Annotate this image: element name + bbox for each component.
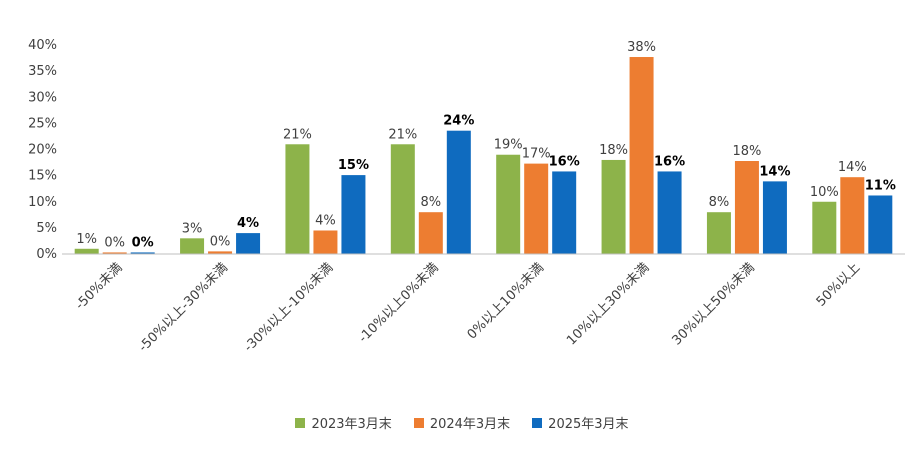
data-labels: 1% 0% 0%3%0%4%21%4%15%21%8%24%19%17%16%18%…	[76, 40, 896, 250]
x-tick-label: -30%以上-10%未満	[241, 260, 336, 355]
bar	[552, 171, 577, 254]
bar	[285, 144, 310, 254]
bar	[236, 233, 261, 254]
data-label: 14%	[838, 160, 867, 175]
bar	[706, 212, 731, 254]
data-label: 0%	[132, 235, 154, 250]
data-label: 15%	[338, 158, 369, 173]
data-label: 19%	[494, 138, 523, 153]
legend-label-2025: 2025年3月末	[548, 417, 629, 432]
data-label: 3%	[182, 221, 203, 236]
data-label: 18%	[599, 143, 628, 158]
x-axis: -50%未満 -50%以上-30%未満 -30%以上-10%未満 -10%以上0%未満…	[62, 253, 905, 355]
data-label: 24%	[443, 114, 474, 129]
x-tick-label: 30%以上50%未満	[670, 260, 758, 348]
y-tick-label: 30%	[28, 90, 57, 105]
data-label: 17%	[522, 147, 551, 162]
data-label: 21%	[283, 127, 312, 142]
bar	[446, 130, 471, 254]
bar	[524, 163, 549, 254]
y-tick-label: 25%	[28, 116, 57, 131]
legend-label-2023: 2023年3月末	[311, 417, 392, 432]
bar	[601, 159, 626, 254]
data-label: 18%	[732, 144, 761, 159]
bar	[418, 212, 443, 254]
legend-swatch-2023	[295, 417, 306, 428]
y-tick-label: 35%	[28, 64, 57, 79]
bar	[868, 195, 893, 254]
bar	[762, 181, 787, 254]
x-tick-label: -50%以上-30%未満	[136, 260, 231, 355]
y-tick-label: 40%	[28, 38, 57, 53]
bar	[840, 177, 865, 254]
data-label: 4%	[315, 213, 336, 228]
bar	[734, 160, 759, 254]
bar	[74, 248, 99, 254]
data-label: 8%	[421, 195, 442, 210]
legend-item-2023: 2023年3月末	[295, 413, 392, 432]
data-label: 16%	[654, 154, 685, 169]
y-tick-label: 20%	[28, 143, 57, 158]
bar	[180, 238, 205, 254]
bar	[496, 154, 521, 254]
legend-item-2024: 2024年3月末	[413, 413, 511, 432]
bar	[102, 252, 127, 254]
y-tick-label: 10%	[28, 195, 57, 210]
bar	[130, 252, 155, 254]
data-label: 1%	[76, 232, 97, 247]
bar	[657, 171, 682, 254]
y-tick-label: 15%	[28, 169, 57, 184]
data-label: 21%	[388, 127, 417, 142]
bars	[74, 57, 893, 254]
y-axis: 0% 5% 10% 15% 20% 25% 30% 35% 40%	[28, 38, 57, 262]
legend-swatch-2025	[532, 417, 543, 428]
bar	[812, 201, 837, 254]
data-label: 11%	[865, 178, 896, 193]
bar	[629, 57, 654, 254]
y-tick-label: 0%	[36, 247, 57, 262]
data-label: 8%	[709, 195, 730, 210]
bar	[390, 144, 415, 254]
x-tick-label: -50%未満	[73, 260, 126, 313]
data-label: 38%	[627, 40, 656, 55]
legend-item-2025: 2025年3月末	[532, 413, 629, 432]
y-tick-label: 5%	[36, 221, 57, 236]
data-label: 14%	[759, 164, 790, 179]
legend: 2023年3月末 2024年3月末 2025年3月末	[0, 413, 924, 432]
legend-label-2024: 2024年3月末	[429, 417, 511, 432]
bar	[208, 251, 233, 254]
data-label: 16%	[549, 154, 580, 169]
data-label: 0%	[104, 235, 125, 250]
bar	[341, 175, 366, 254]
x-tick-label: -10%以上0%未満	[356, 260, 442, 346]
x-tick-label: 0%以上10%未満	[465, 260, 547, 342]
data-label: 0%	[210, 234, 231, 249]
data-label: 4%	[237, 216, 259, 231]
data-label: 10%	[810, 185, 839, 200]
legend-swatch-2024	[413, 417, 424, 428]
x-tick-label: 50%以上	[814, 260, 863, 309]
x-tick-label: 10%以上30%未満	[564, 260, 652, 348]
bar	[313, 230, 338, 254]
